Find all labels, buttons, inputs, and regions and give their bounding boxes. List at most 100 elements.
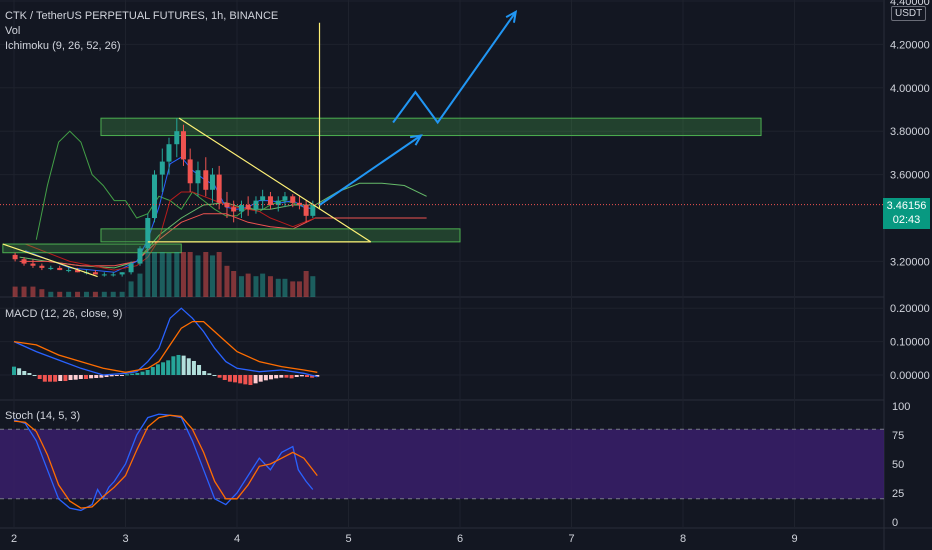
macd-histogram-bar (37, 375, 42, 380)
macd-histogram-bar (32, 375, 37, 376)
macd-histogram-bar (258, 375, 263, 382)
stoch-tick-label: 25 (892, 488, 904, 500)
macd-line (13, 307, 318, 378)
senkou-a-line (19, 182, 427, 269)
macd-histogram-bar (140, 371, 145, 375)
time-tick-label: 2 (11, 533, 17, 545)
candle-body (187, 159, 193, 184)
macd-histogram-bar (63, 375, 68, 382)
stoch-k-line (13, 413, 314, 512)
candle-body (110, 274, 116, 276)
arrow-head (505, 9, 518, 23)
candle-body (260, 196, 266, 201)
ichimoku-legend[interactable]: Ichimoku (9, 26, 52, 26) (5, 40, 121, 52)
macd-histogram-bar (197, 364, 202, 375)
trend-lines[interactable] (0, 22, 884, 278)
macd-histogram-bar (299, 375, 304, 377)
candle-body (209, 174, 215, 190)
macd-histogram-bar (150, 366, 155, 375)
macd-histogram-bar (269, 375, 274, 380)
macd-histogram-bar (73, 375, 78, 380)
candle-body (275, 200, 281, 205)
macd-tick-label: 0.20000 (890, 303, 930, 315)
support-resistance-zones[interactable] (2, 117, 762, 254)
forecast-arrows[interactable] (318, 9, 518, 206)
macd-histogram-bar (83, 375, 88, 380)
candle-body (30, 263, 36, 266)
volume-bar (30, 286, 36, 297)
macd-histogram-bar (114, 375, 119, 377)
macd-histogram-bar (109, 375, 114, 377)
bar-countdown: 02:43 (892, 214, 921, 226)
candle-body (66, 270, 72, 272)
price-tick-label: 4.40000 (890, 0, 930, 8)
forecast-path (392, 11, 517, 125)
volume-bar (224, 265, 230, 297)
macd-histogram-bar (94, 375, 99, 379)
macd-histogram-bar (68, 375, 73, 381)
price-axis[interactable]: 4.40000 4.20000 4.00000 3.80000 3.60000 3.200… (11, 0, 930, 545)
macd-histogram-bar (222, 375, 227, 381)
volume-bar (216, 252, 222, 297)
forecast-path (318, 134, 422, 206)
stoch-band (0, 429, 884, 499)
macd-histogram-bar (289, 375, 294, 379)
macd-tick-label: 0.10000 (890, 337, 930, 349)
candle-body (195, 170, 201, 184)
volume-bar (275, 278, 281, 297)
stoch-tick-label: 75 (892, 430, 904, 442)
macd-histogram-bar (304, 375, 309, 378)
volume-bar (101, 291, 107, 297)
macd-histogram-bar (263, 375, 268, 381)
volume-bar (310, 276, 316, 297)
macd-histogram-bar (279, 375, 284, 378)
macd-histogram-bar (17, 368, 22, 375)
time-tick-label: 6 (457, 533, 463, 545)
volume-bar (75, 291, 81, 297)
candle-body (48, 267, 54, 269)
volume-bar (66, 291, 72, 297)
price-zone (2, 243, 182, 254)
candle-body (224, 202, 230, 208)
volume-bar (145, 252, 151, 297)
macd-histogram-bar (217, 375, 222, 378)
macd-histogram-bar (125, 374, 130, 376)
candle-body (245, 204, 251, 210)
price-tick-label: 4.00000 (890, 83, 930, 95)
senkou-b-line (19, 213, 427, 267)
macd-histogram-bar (47, 375, 52, 382)
time-tick-label: 5 (345, 533, 351, 545)
macd-histogram-bar (227, 375, 232, 382)
chart-title[interactable]: CTK / TetherUS PERPETUAL FUTURES, 1h, BI… (5, 10, 279, 22)
macd-histogram-bar (315, 375, 320, 377)
macd-histogram-bar (238, 375, 243, 384)
candle-body (75, 270, 81, 273)
volume-bar (159, 252, 165, 297)
volume-legend[interactable]: Vol (5, 25, 21, 37)
macd-histogram-bar (89, 375, 94, 379)
macd-legend[interactable]: MACD (12, 26, close, 9) (5, 308, 123, 320)
stoch-legend[interactable]: Stoch (14, 5, 3) (5, 410, 81, 422)
candle-body (282, 196, 288, 201)
macd-histogram-bar (119, 375, 124, 376)
price-tick-label: 3.20000 (890, 256, 930, 268)
currency-label[interactable]: USDT (891, 6, 927, 21)
macd-histogram-bar (53, 375, 58, 382)
volume-bar (296, 281, 302, 297)
candle-body (145, 218, 151, 249)
macd-histogram-bar (202, 370, 207, 375)
macd-histogram-bar (253, 375, 258, 384)
arrow-head (409, 134, 423, 146)
price-tick-label: 3.60000 (890, 170, 930, 182)
price-tick-label: 3.80000 (890, 126, 930, 138)
macd-histogram-bar (135, 372, 140, 375)
candle-body (296, 202, 302, 205)
volume-bar (166, 252, 172, 297)
macd-histogram-bar (161, 362, 166, 375)
macd-histogram-bar (212, 375, 217, 376)
volume-bar (238, 276, 244, 297)
volume-bar (57, 291, 63, 297)
volume-bar (180, 252, 186, 297)
stoch-tick-label: 50 (892, 459, 904, 471)
